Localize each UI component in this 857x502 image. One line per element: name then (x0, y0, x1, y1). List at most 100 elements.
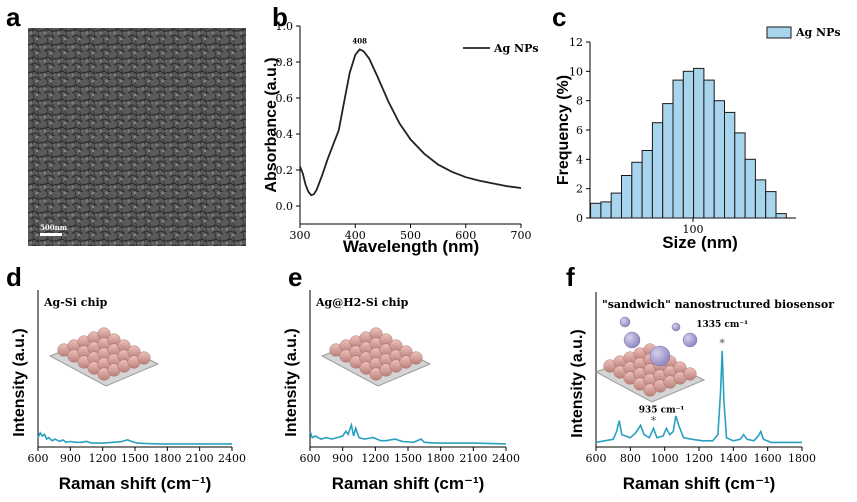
panel-c-legend-label: Ag NPs (795, 26, 841, 39)
panel-e: 600 900 1200 1500 1800 2100 2400 Ag@H2-Si chip R… (283, 290, 520, 493)
panel-d-x-tick-label: 1200 (89, 452, 117, 465)
panel-d-x-tick-label: 1800 (153, 452, 181, 465)
panel-b-y-tick-label: 1.0 (276, 20, 294, 33)
panel-a: 500nm (28, 28, 246, 246)
panel-f-x-tick-label: 1800 (788, 452, 816, 465)
panel-c-bar (775, 213, 787, 219)
panel-f-annotation-1335: 1335 cm⁻¹ (696, 320, 748, 330)
panel-d-x-tick-label: 600 (28, 452, 49, 465)
panel-d-x-label: Raman shift (cm⁻¹) (59, 474, 212, 493)
panel-f-x-tick-label: 1200 (685, 452, 713, 465)
panel-f-star-1335: * (719, 337, 725, 350)
panel-c-bar (631, 161, 643, 219)
panel-f-tag-particle (682, 332, 698, 348)
panel-b-x-tick-label: 300 (290, 229, 311, 242)
panel-b-y-tick-label: 0.0 (276, 200, 294, 213)
panel-c-bar (754, 179, 767, 219)
panel-d-inset-title: Ag-Si chip (43, 296, 108, 309)
panel-c-bar (744, 158, 756, 219)
panel-d-series-line (37, 431, 232, 445)
panel-f-x-tick-label: 1000 (651, 452, 679, 465)
panel-b-y-tick-label: 0.8 (276, 56, 294, 69)
panel-b-series-line (299, 48, 522, 197)
panel-e-x-tick-label: 2100 (459, 452, 487, 465)
panel-e-x-tick-label: 1800 (427, 452, 455, 465)
panel-c-bar (662, 103, 674, 219)
panel-d-chip-particle (137, 351, 151, 365)
panel-c-bar (621, 175, 633, 219)
panel-c-legend-swatch (766, 26, 792, 39)
panel-b-x-label: Wavelength (nm) (343, 237, 479, 256)
panel-c-bar (672, 79, 684, 219)
scale-bar (40, 233, 62, 236)
panel-f-star-935: * (651, 414, 657, 427)
panel-f-chip-particle (683, 367, 697, 381)
panel-d-x-tick-label: 2400 (218, 452, 246, 465)
panel-b-legend-label: Ag NPs (493, 42, 539, 55)
panel-f-x-tick-label: 800 (620, 452, 641, 465)
panel-c-bar (641, 150, 653, 219)
panel-f-y-label: Intensity (a.u.) (569, 329, 586, 437)
panel-b-y-label: Absorbance (a.u.) (263, 57, 280, 192)
panel-f-x-tick-label: 1600 (754, 452, 782, 465)
panel-b-x-tick-label: 700 (511, 229, 532, 242)
panel-c-y-tick-label: 6 (576, 124, 583, 137)
panel-c-x-tick-label: 100 (683, 223, 704, 236)
panel-d-y-label: Intensity (a.u.) (11, 328, 28, 436)
panel-c-bar (682, 70, 695, 219)
panel-e-x-tick-label: 600 (300, 452, 321, 465)
scale-bar-label: 500nm (40, 223, 68, 232)
panel-label-b: b (272, 2, 288, 32)
panel-c-bar (590, 202, 602, 219)
panel-c-bar (693, 67, 705, 219)
panel-f-inset-title: "sandwich" nanostructured biosensor (602, 298, 834, 311)
panel-b-x-tick-label: 400 (345, 229, 366, 242)
panel-label-e: e (288, 262, 302, 292)
panel-e-series-line (309, 421, 507, 445)
panel-d-x-tick-label: 2100 (186, 452, 214, 465)
panel-b-x-tick-label: 600 (455, 229, 476, 242)
panel-d-x-tick-label: 900 (60, 452, 81, 465)
panel-b-y-tick-label: 0.4 (276, 128, 294, 141)
panel-c-bar (734, 132, 746, 219)
panel-f-tag-particle (623, 331, 641, 349)
panel-e-x-tick-label: 1200 (361, 452, 389, 465)
panel-e-chip-particle (409, 351, 423, 365)
panel-f-tag-particle (671, 322, 681, 332)
panel-b: 300 400 500 600 700 0.0 0.2 0.4 0.6 0.8 1.0 408 Ag N… (263, 20, 539, 256)
panel-b-y-tick-label: 0.6 (276, 92, 294, 105)
panel-c-y-tick-label: 12 (569, 36, 583, 49)
panel-c-bar (703, 79, 715, 219)
panel-c-y-tick-label: 2 (576, 183, 583, 196)
panel-e-x-label: Raman shift (cm⁻¹) (332, 474, 485, 493)
sem-image (28, 28, 246, 246)
panel-b-x-tick-label: 500 (400, 229, 421, 242)
panel-d: 600 900 1200 1500 1800 2100 2400 Ag-Si chip Rama… (11, 290, 246, 493)
panel-f-tag-particle (649, 345, 671, 367)
panel-label-f: f (566, 262, 575, 292)
panel-c-bar (724, 111, 736, 219)
panel-c-bar (610, 192, 623, 219)
panel-f: 600 800 1000 1200 1400 1600 1800 "sandwich" nan… (569, 292, 834, 493)
panel-f-x-tick-label: 1400 (719, 452, 747, 465)
panel-d-x-tick-label: 1500 (121, 452, 149, 465)
panel-c: 0 2 4 6 8 10 12 100 Ag NPs Size (nm) Frequency (%) (555, 26, 841, 252)
panel-label-c: c (552, 2, 566, 32)
panel-c-x-label: Size (nm) (662, 233, 738, 252)
panel-f-tag-particle (619, 316, 631, 328)
panel-e-y-label: Intensity (a.u.) (283, 328, 300, 436)
panel-f-x-tick-label: 600 (586, 452, 607, 465)
panel-f-annotation-935: 935 cm⁻¹ (639, 405, 685, 415)
panel-label-a: a (6, 2, 21, 32)
panel-e-inset-title: Ag@H2-Si chip (315, 296, 409, 309)
panel-c-bar (765, 191, 777, 219)
panel-c-y-tick-label: 10 (569, 65, 583, 78)
panel-e-x-tick-label: 2400 (492, 452, 520, 465)
panel-c-y-tick-label: 8 (576, 95, 583, 108)
panel-c-bar (651, 122, 664, 219)
panel-c-y-tick-label: 4 (576, 153, 583, 166)
panel-e-x-tick-label: 1500 (394, 452, 422, 465)
panel-e-x-tick-label: 900 (332, 452, 353, 465)
panel-f-x-label: Raman shift (cm⁻¹) (623, 474, 776, 493)
